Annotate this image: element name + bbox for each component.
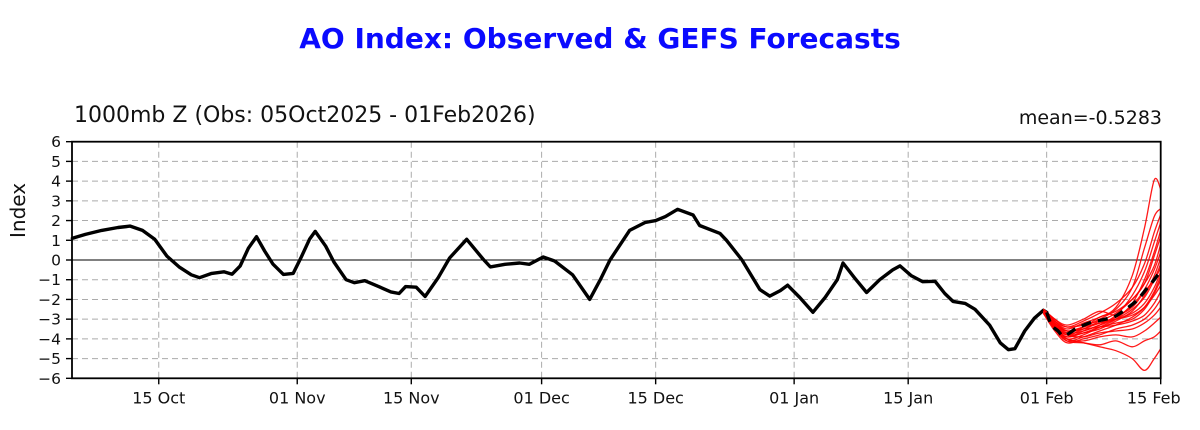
x-tick-label: 15 Nov [383, 388, 440, 407]
y-tick-label: 3 [51, 192, 61, 210]
ensemble-member-line [1042, 271, 1162, 332]
chart-title: AO Index: Observed & GEFS Forecasts [299, 22, 901, 55]
ensemble-member-line [1042, 214, 1162, 328]
x-tick-label: 01 Dec [513, 388, 569, 407]
chart-subtitle: 1000mb Z (Obs: 05Oct2025 - 01Feb2026) [74, 103, 536, 128]
y-tick-label: 6 [51, 133, 61, 151]
y-tick-label: −6 [38, 370, 61, 388]
x-tick-label: 15 Jan [883, 388, 933, 407]
observed-line [70, 207, 1049, 352]
y-tick-label: 2 [51, 212, 61, 230]
y-tick-label: 0 [51, 252, 61, 270]
x-tick-label: 01 Jan [769, 388, 819, 407]
y-tick-label: −1 [38, 271, 61, 289]
x-tick-label: 01 Feb [1020, 388, 1074, 407]
x-tick-label: 01 Nov [269, 388, 326, 407]
x-tick-label: 15 Dec [627, 388, 683, 407]
y-tick-label: −5 [38, 350, 61, 368]
x-tick-label: 15 Feb [1127, 388, 1181, 407]
x-tick-label: 15 Oct [132, 388, 185, 407]
y-tick-label: −4 [38, 330, 61, 348]
ensemble-member-line [1042, 291, 1162, 332]
ensemble-member-line [1042, 312, 1162, 348]
ensemble-member-line [1042, 306, 1162, 338]
y-tick-label: −3 [38, 311, 61, 329]
y-tick-label: 4 [51, 173, 61, 191]
ensemble-member-line [1042, 208, 1162, 334]
ensemble-mean-value-label: mean=-0.5283 [1018, 107, 1162, 129]
y-tick-label: 1 [51, 232, 61, 250]
y-tick-label: 5 [51, 153, 61, 171]
ensemble-member-line [1042, 267, 1162, 326]
y-tick-label: −2 [38, 291, 61, 309]
